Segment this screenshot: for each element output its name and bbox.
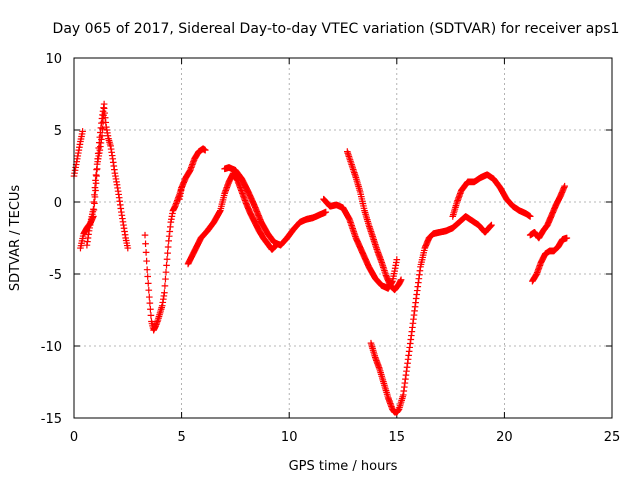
data-point (322, 208, 330, 216)
data-point (162, 275, 169, 283)
data-point (91, 184, 99, 191)
chart-title: Day 065 of 2017, Sidereal Day-to-day VTE… (53, 21, 620, 37)
y-tick-label: -10 (41, 340, 62, 355)
x-tick-label: 0 (70, 430, 78, 445)
data-point (526, 213, 534, 220)
x-tick-label: 15 (389, 430, 406, 445)
data-point (488, 221, 495, 229)
data-point (201, 146, 209, 154)
data-point (164, 249, 171, 257)
plot-frame (73, 57, 613, 419)
y-axis-label: SDTVAR / TECUs (8, 185, 23, 292)
y-tick-label: -15 (41, 412, 62, 427)
data-point (79, 128, 86, 135)
data-point (145, 286, 153, 294)
data-point (144, 273, 152, 280)
x-axis-label: GPS time / hours (289, 459, 398, 474)
data-point (163, 255, 171, 263)
data-point (393, 256, 401, 263)
data-point (561, 182, 568, 190)
x-tick-label: 20 (496, 430, 513, 445)
data-point (147, 312, 155, 319)
y-tick-label: 5 (54, 124, 62, 139)
y-tick-label: 0 (54, 196, 62, 211)
data-point (142, 249, 150, 256)
data-point (146, 293, 153, 301)
data-point (124, 244, 132, 252)
data-points (70, 100, 571, 416)
data-point (163, 262, 170, 269)
data-point (100, 100, 108, 108)
data-point (143, 257, 150, 265)
data-point (144, 280, 152, 287)
data-point (397, 276, 405, 284)
data-point (143, 266, 151, 273)
x-tick-label: 5 (177, 430, 185, 445)
grid (74, 58, 612, 418)
data-point (91, 191, 98, 199)
data-point (141, 231, 149, 239)
x-tick-label: 10 (281, 430, 298, 445)
y-tick-label: 10 (45, 52, 62, 67)
data-point (563, 234, 571, 242)
data-point (147, 305, 154, 313)
x-tick-label: 25 (604, 430, 621, 445)
y-tick-label: -5 (49, 268, 62, 283)
data-point (161, 289, 168, 297)
data-point (162, 268, 170, 276)
ticks: 0 5 10 15 20 25 10 5 0 -5 -10 -15 (41, 52, 621, 445)
data-point (90, 205, 97, 213)
data-point (90, 198, 98, 206)
data-point (161, 282, 169, 290)
data-point (164, 243, 172, 251)
data-point (146, 299, 154, 307)
data-point (142, 240, 149, 248)
